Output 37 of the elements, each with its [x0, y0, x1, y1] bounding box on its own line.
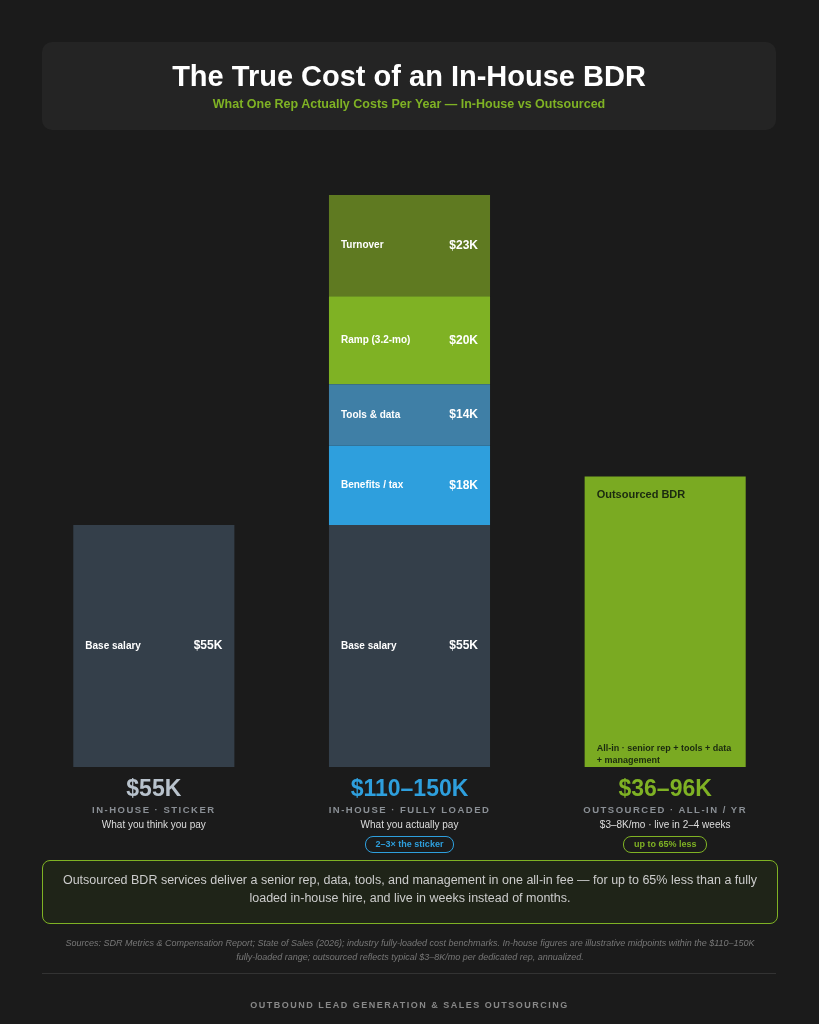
- x-tick-label: IN-HOUSE · STICKER: [91, 804, 217, 816]
- x-tick-label: OUTSOURCED · ALL-IN / YR: [582, 804, 748, 816]
- series-label: Base salary: [340, 639, 397, 651]
- data-label: $14K: [449, 407, 479, 422]
- total-label: $55K: [125, 774, 183, 802]
- series-label: Tools & data: [340, 408, 401, 420]
- source-note: Sources: SDR Metrics & Compensation Report; State of Sales (2026); industry fully-loaded cost benchmarks. In-house figures are illustrative midpoints within the $110–150K fully-loaded range; outsourced reflects typical $3–8K/mo per dedicated rep, annualized.: [64, 937, 756, 964]
- data-label: $18K: [449, 477, 479, 492]
- bar: [328, 384, 491, 446]
- series-label: Turnover: [340, 239, 384, 251]
- text: 2–3× the sticker: [364, 836, 455, 853]
- annotation: All-in · senior rep + tools + data + management: [596, 742, 733, 765]
- x-tick-label: IN-HOUSE · FULLY LOADED: [327, 804, 492, 816]
- data-label: $23K: [449, 237, 479, 252]
- text: What you think you pay: [100, 818, 207, 831]
- bar: [328, 445, 491, 525]
- chart-title: The True Cost of an In-House BDR: [171, 60, 647, 93]
- total-label: $110–150K: [349, 774, 470, 802]
- text: What you actually pay: [359, 818, 460, 831]
- bar: [328, 296, 491, 385]
- data-label: $20K: [449, 332, 479, 347]
- total-label: $36–96K: [617, 774, 713, 802]
- chart-subtitle: What One Rep Actually Costs Per Year — In-House vs Outsourced: [211, 97, 607, 111]
- text: Outsourced BDR services deliver a senior rep, data, tools, and management in one all-in fee — for up to 65% less than a fully loaded in-house hire, and live in weeks instead of months.: [42, 860, 778, 924]
- bar: [328, 525, 491, 767]
- text: up to 65% less: [622, 836, 708, 853]
- series-label: Outsourced BDR: [596, 487, 686, 500]
- bar: [328, 195, 491, 297]
- text: Base salary: [85, 639, 141, 651]
- bar: [73, 525, 235, 767]
- series-label: Ramp (3.2-mo): [340, 333, 411, 345]
- series-label: Benefits / tax: [340, 479, 404, 491]
- data-label: $55K: [449, 638, 479, 653]
- text: OUTBOUND LEAD GENERATION & SALES OUTSOURCING: [249, 1000, 570, 1010]
- data-label: $55K: [193, 638, 223, 653]
- text: $3–8K/mo · live in 2–4 weeks: [598, 818, 732, 831]
- bar: [584, 476, 746, 767]
